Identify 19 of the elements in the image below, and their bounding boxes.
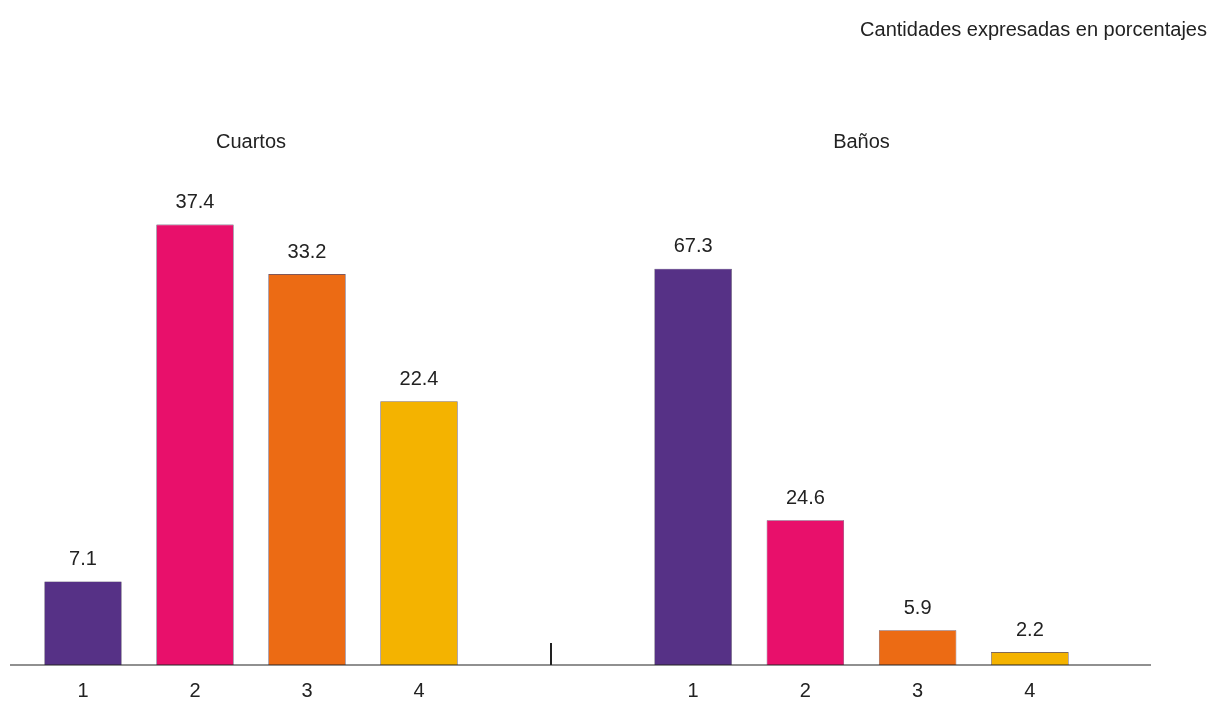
data-label: 2.2 — [1015, 617, 1044, 640]
data-label: 67.3 — [673, 234, 713, 257]
data-label: 5.9 — [903, 595, 932, 618]
x-tick-label: 4 — [1024, 678, 1036, 701]
data-label: 22.4 — [399, 366, 439, 389]
x-tick-label: 3 — [912, 678, 924, 701]
x-tick-label: 3 — [301, 678, 313, 701]
x-tick-label: 1 — [687, 678, 699, 701]
x-tick-label: 2 — [799, 678, 811, 701]
chart-title: Cuartos — [215, 129, 287, 152]
text: Cantidades expresadas en porcentajes — [860, 18, 1207, 41]
data-label: 33.2 — [287, 239, 327, 262]
x-tick-label: 2 — [189, 678, 201, 701]
data-label: 24.6 — [785, 485, 825, 508]
data-label: 7.1 — [69, 546, 97, 569]
data-label: 37.4 — [175, 190, 215, 213]
x-tick-label: 4 — [413, 678, 425, 701]
x-tick-label: 1 — [77, 678, 89, 701]
chart-title: Baños — [833, 129, 890, 152]
